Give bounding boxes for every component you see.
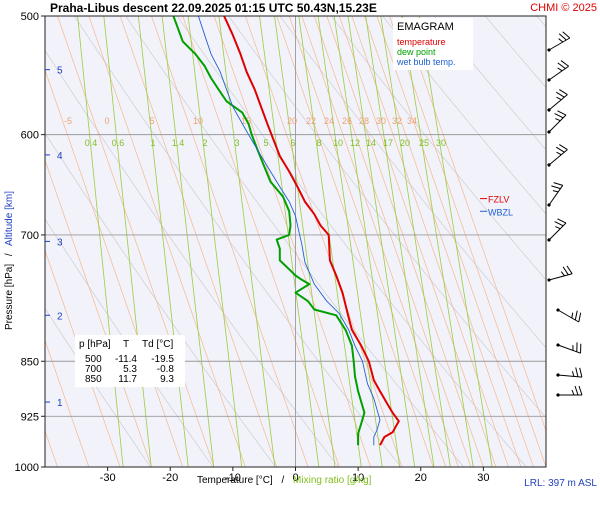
mixing-ratio-label: 20 — [400, 138, 410, 148]
altitude-tick-label: 1 — [57, 398, 63, 409]
isotherm-label: -5 — [64, 116, 72, 126]
table-cell: 11.7 — [118, 374, 137, 385]
wind-barb-icon — [556, 336, 584, 355]
lrl-label: LRL: 397 m ASL — [524, 478, 597, 489]
wind-barb-icon — [556, 366, 582, 379]
y-label-pressure: Pressure [hPa] — [4, 264, 15, 330]
legend-title: EMAGRAM — [397, 21, 454, 33]
altitude-tick-label: 4 — [57, 151, 63, 162]
wind-barb-icon — [545, 265, 572, 282]
isotherm-label: 34 — [407, 116, 417, 126]
mixing-ratio-label: 10 — [333, 138, 343, 148]
fzlv-label: FZLV — [488, 195, 509, 205]
wbzl-label: WBZL — [488, 207, 513, 217]
svg-text:Pressure [hPa] /: Pressure [hPa] / Altitude [km] — [4, 191, 15, 330]
mixing-ratio-label: 6 — [290, 138, 295, 148]
isotherm-label: 0 — [104, 116, 109, 126]
temperature-tick-label: -20 — [162, 472, 178, 484]
legend-wet-bulb: wet bulb temp. — [396, 57, 456, 67]
legend-box: EMAGRAM temperature dew point wet bulb t… — [393, 18, 473, 70]
pressure-tick-label: 925 — [21, 411, 39, 423]
sounding-table: p [hPa] T Td [°C] 500 -11.4 -19.5 700 5.… — [75, 335, 185, 387]
pressure-tick-label: 600 — [21, 130, 39, 142]
mixing-ratio-label: 30 — [436, 138, 446, 148]
pressure-tick-label: 1000 — [15, 462, 39, 474]
legend-temperature: temperature — [397, 37, 446, 47]
x-axis-title: Temperature [°C] / Mixing ratio [g/kg] — [197, 475, 372, 486]
pressure-tick-label: 850 — [21, 356, 39, 368]
mixing-ratio-label: 8 — [316, 138, 321, 148]
table-header-t: T — [123, 339, 129, 350]
altitude-tick-label: 3 — [57, 237, 63, 248]
isotherm-label: 32 — [392, 116, 402, 126]
x-label-temperature: Temperature [°C] — [197, 475, 273, 486]
isotherm-label: 22 — [306, 116, 316, 126]
isotherm-label: 26 — [342, 116, 352, 126]
temperature-tick-label: -30 — [100, 472, 116, 484]
mixing-ratio-label: 25 — [419, 138, 429, 148]
isotherm-label: 24 — [324, 116, 334, 126]
mixing-ratio-label: 0.6 — [112, 138, 125, 148]
mixing-ratio-label: 1 — [150, 138, 155, 148]
svg-text:Temperature [°C] /: Temperature [°C] / Mixing ratio [g/kg] — [197, 475, 372, 486]
table-cell: 9.3 — [160, 374, 174, 385]
mixing-ratio-label: 3 — [234, 138, 239, 148]
mixing-ratio-label: 2 — [202, 138, 207, 148]
legend-dew-point: dew point — [397, 47, 436, 57]
temperature-tick-label: 30 — [477, 472, 489, 484]
altitude-tick-label: 5 — [57, 66, 63, 77]
y-label-altitude: Altitude [km] — [4, 191, 15, 246]
table-cell: 850 — [85, 374, 102, 385]
wind-barb-icon — [556, 301, 583, 323]
wind-barb-icon — [556, 386, 582, 397]
isotherm-label: 28 — [359, 116, 369, 126]
y-label-separator: / — [4, 253, 15, 256]
mixing-ratio-label: 0.4 — [85, 138, 98, 148]
mixing-ratio-label: 12 — [350, 138, 360, 148]
credit-text: CHMI © 2025 — [530, 2, 597, 14]
wind-barb-icon — [543, 30, 570, 52]
table-header-p: p [hPa] — [79, 339, 111, 350]
mixing-ratio-label: 17 — [383, 138, 393, 148]
isotherm-label: 20 — [287, 116, 297, 126]
mixing-ratio-label: 1.4 — [172, 138, 185, 148]
mixing-ratio-label: 5 — [263, 138, 268, 148]
isotherm-label: 10 — [193, 116, 203, 126]
isotherm-label: 5 — [149, 116, 154, 126]
table-header-td: Td [°C] — [142, 339, 173, 350]
altitude-tick-label: 2 — [57, 311, 63, 322]
wind-barb-icon — [543, 59, 570, 82]
isotherm-label: 30 — [376, 116, 386, 126]
temperature-tick-label: 20 — [415, 472, 427, 484]
chart-title: Praha-Libus descent 22.09.2025 01:15 UTC… — [50, 1, 377, 15]
pressure-tick-label: 500 — [21, 11, 39, 23]
pressure-tick-label: 700 — [21, 230, 39, 242]
y-axis-title: Pressure [hPa] / Altitude [km] — [4, 191, 15, 330]
x-label-separator: / — [281, 475, 284, 486]
mixing-ratio-label: 14 — [366, 138, 376, 148]
dry-adiabat — [565, 0, 600, 467]
x-label-mixing: Mixing ratio [g/kg] — [293, 475, 372, 486]
